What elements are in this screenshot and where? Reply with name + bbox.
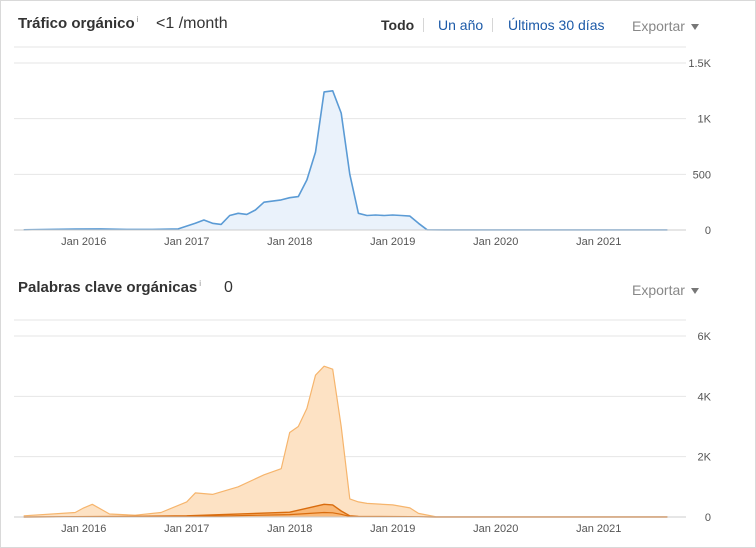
keywords-title: Palabras clave orgánicas i (18, 279, 201, 296)
y-tick-label: 0 (705, 512, 711, 524)
tab-separator (492, 18, 493, 32)
keywords-header: Palabras clave orgánicas i 0 Exportar (18, 276, 756, 306)
traffic-info-icon[interactable]: i (136, 15, 139, 24)
x-tick-label: Jan 2016 (61, 236, 106, 248)
y-tick-label: 6K (698, 331, 712, 343)
x-tick-label: Jan 2020 (473, 523, 518, 535)
tab-separator (423, 18, 424, 32)
x-tick-label: Jan 2020 (473, 236, 518, 248)
keywords-title-text: Palabras clave orgánicas (18, 279, 198, 296)
traffic-title: Tráfico orgánico i (18, 15, 138, 32)
x-tick-label: Jan 2018 (267, 523, 312, 535)
x-tick-label: Jan 2019 (370, 236, 415, 248)
series-line-0 (23, 365, 668, 518)
series-area-0 (23, 366, 668, 517)
y-tick-label: 2K (698, 452, 712, 464)
keywords-export-label: Exportar (632, 282, 685, 298)
series-area-0 (23, 90, 668, 230)
keywords-chart: 0 2K 4K 6K Jan 2016 Jan 2017 Jan 2018 Jan 2019 J… (14, 319, 712, 535)
chevron-down-icon (690, 24, 699, 31)
tab-ultimos-30-dias[interactable]: Últimos 30 días (508, 17, 605, 33)
y-tick-label: 500 (693, 169, 711, 181)
y-tick-label: 4K (698, 391, 712, 403)
y-tick-label: 1.5K (688, 58, 711, 70)
chevron-down-icon (690, 288, 699, 295)
traffic-export-label: Exportar (632, 18, 685, 34)
keywords-info-icon[interactable]: i (199, 279, 202, 288)
x-tick-label: Jan 2017 (164, 523, 209, 535)
traffic-chart: 0 500 1K 1.5K Jan 2016 Jan 2017 Jan 2018 Jan 20… (14, 46, 712, 248)
series-line-0 (23, 90, 668, 231)
x-tick-label: Jan 2017 (164, 236, 209, 248)
tab-todo[interactable]: Todo (381, 17, 415, 33)
x-tick-label: Jan 2016 (61, 523, 106, 535)
tab-un-ano[interactable]: Un año (438, 17, 484, 33)
x-tick-label: Jan 2021 (576, 236, 621, 248)
traffic-value: <1 /month (156, 15, 228, 32)
series-area-1 (23, 504, 668, 517)
keywords-export-button[interactable]: Exportar (632, 282, 699, 298)
x-tick-label: Jan 2019 (370, 523, 415, 535)
x-tick-label: Jan 2018 (267, 236, 312, 248)
x-tick-label: Jan 2021 (576, 523, 621, 535)
traffic-header: Tráfico orgánico i <1 /month Todo Un año … (18, 12, 756, 42)
traffic-export-button[interactable]: Exportar (632, 18, 699, 34)
traffic-title-text: Tráfico orgánico (18, 15, 135, 32)
keywords-value: 0 (224, 279, 233, 296)
y-tick-label: 0 (705, 225, 711, 237)
y-tick-label: 1K (698, 114, 712, 126)
